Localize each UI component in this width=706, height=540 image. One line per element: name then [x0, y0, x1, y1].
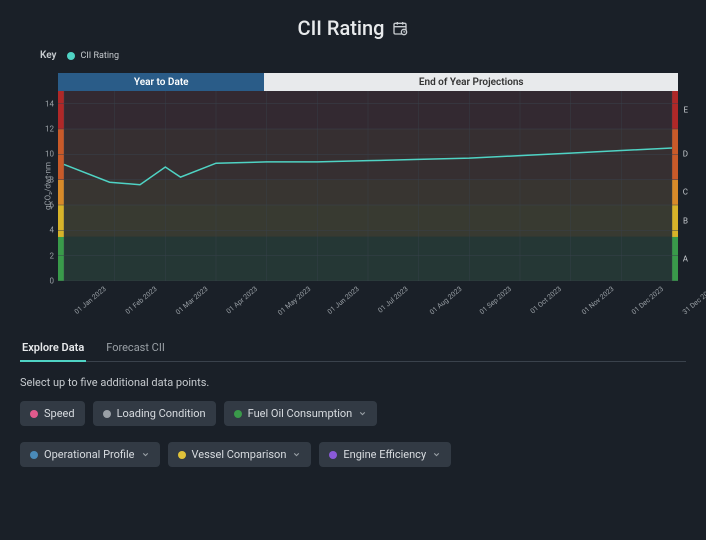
chart-plot: gCO₂/dwt·nm EDCBA 02468101214 [58, 91, 678, 281]
chip-fuel-oil-consumption[interactable]: Fuel Oil Consumption [224, 401, 378, 426]
chip-label: Fuel Oil Consumption [248, 407, 353, 420]
rating-band-label: B [683, 216, 688, 225]
data-point-chips: Speed Loading Condition Fuel Oil Consumpti… [20, 401, 686, 467]
chip-dot [234, 410, 242, 418]
x-tick: 31 Dec 2023 [681, 285, 706, 316]
x-axis: 01 Jan 2023 01 Feb 2023 01 Mar 2023 01 Apr … [58, 285, 678, 325]
y-tick: 10 [40, 150, 54, 159]
chip-operational-profile[interactable]: Operational Profile [20, 442, 160, 467]
rating-band-label: A [683, 254, 688, 263]
y-tick: 12 [40, 125, 54, 134]
chip-label: Speed [44, 407, 75, 420]
chip-label: Loading Condition [117, 407, 206, 420]
y-tick: 0 [40, 277, 54, 286]
x-tick: 01 Jun 2023 [326, 285, 361, 316]
tab-year-to-date[interactable]: Year to Date [58, 73, 264, 91]
x-tick: 01 Jul 2023 [377, 285, 410, 315]
chip-speed[interactable]: Speed [20, 401, 85, 426]
chip-label: Operational Profile [44, 448, 135, 461]
chip-dot [30, 451, 38, 459]
legend-key-label: Key [40, 50, 57, 61]
legend-item-label: CII Rating [81, 51, 120, 61]
data-tab-explore-data[interactable]: Explore Data [20, 335, 86, 362]
legend: Key CII Rating [40, 50, 686, 61]
data-tab-forecast-cii[interactable]: Forecast CII [104, 335, 167, 361]
y-tick: 8 [40, 175, 54, 184]
data-tab-bar: Explore Data Forecast CII [20, 335, 686, 362]
rating-band-label: D [683, 150, 688, 159]
x-tick: 01 Nov 2023 [580, 285, 615, 316]
x-tick: 01 Feb 2023 [124, 285, 159, 316]
instruction-text: Select up to five additional data points… [20, 376, 686, 389]
page-title: CII Rating [298, 16, 385, 40]
x-tick: 01 Jan 2023 [73, 285, 108, 316]
legend-dot [67, 52, 75, 60]
chip-label: Vessel Comparison [192, 448, 287, 461]
chevron-down-icon [432, 450, 441, 459]
y-tick: 2 [40, 251, 54, 260]
chip-dot [30, 410, 38, 418]
chip-vessel-comparison[interactable]: Vessel Comparison [168, 442, 312, 467]
rating-band-label: C [683, 188, 688, 197]
chart-segment-tabs: Year to Date End of Year Projections [58, 73, 678, 91]
x-tick: 01 Apr 2023 [225, 285, 259, 316]
chip-dot [329, 451, 337, 459]
x-tick: 01 Sep 2023 [478, 285, 513, 316]
tab-end-of-year-projections[interactable]: End of Year Projections [264, 73, 678, 91]
chevron-down-icon [141, 450, 150, 459]
x-tick: 01 Oct 2023 [529, 285, 563, 315]
y-tick: 14 [40, 99, 54, 108]
chip-dot [103, 410, 111, 418]
chip-label: Engine Efficiency [343, 448, 426, 461]
y-tick: 4 [40, 226, 54, 235]
chevron-down-icon [358, 409, 367, 418]
chevron-down-icon [292, 450, 301, 459]
chip-loading-condition[interactable]: Loading Condition [93, 401, 216, 426]
x-tick: 01 May 2023 [276, 285, 312, 317]
chip-dot [178, 451, 186, 459]
y-tick: 6 [40, 201, 54, 210]
chip-engine-efficiency[interactable]: Engine Efficiency [319, 442, 451, 467]
x-tick: 01 Aug 2023 [428, 285, 463, 316]
calendar-icon[interactable] [392, 20, 408, 36]
x-tick: 01 Mar 2023 [175, 285, 210, 316]
x-tick: 01 Dec 2023 [630, 285, 665, 316]
rating-band-label: E [683, 106, 688, 115]
